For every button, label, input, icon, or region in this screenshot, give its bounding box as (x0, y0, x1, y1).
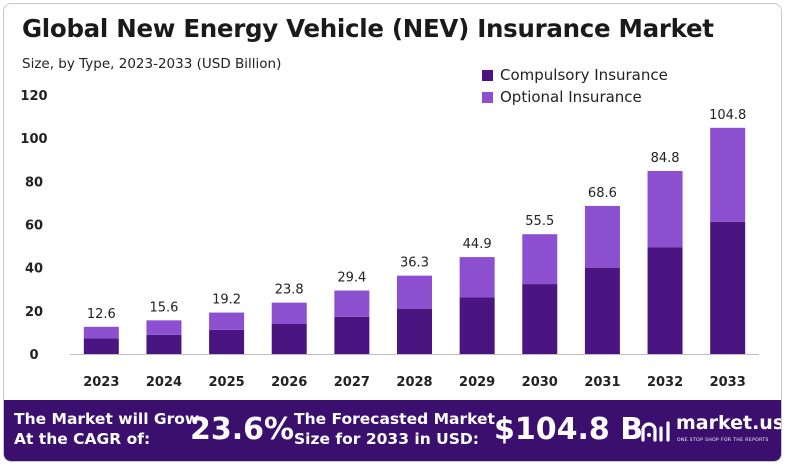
x-tick-label: 2032 (647, 375, 683, 390)
x-tick-label: 2028 (396, 375, 432, 390)
bar-total-label: 29.4 (337, 271, 366, 286)
bar-segment-compulsory (271, 323, 307, 354)
y-tick-label: 60 (25, 219, 43, 234)
legend-item-optional: Optional Insurance (482, 86, 668, 108)
cagr-label: The Market will Grow At the CAGR of: (14, 409, 199, 449)
forecast-label-line2: Size for 2033 in USD: (294, 430, 479, 448)
bar-total-label: 15.6 (149, 300, 178, 315)
legend-swatch-optional (482, 91, 493, 103)
bar-segment-compulsory (146, 334, 182, 354)
bar-segment-optional (710, 127, 746, 222)
bar-total-label: 84.8 (651, 151, 680, 166)
forecast-value: $104.8 B (494, 412, 644, 447)
y-tick-label: 120 (20, 89, 47, 104)
y-tick-label: 40 (25, 262, 43, 277)
bar-segment-optional (522, 234, 558, 285)
market-us-logo-icon (641, 421, 670, 442)
x-tick-label: 2030 (522, 375, 558, 390)
legend-label-compulsory: Compulsory Insurance (500, 66, 668, 84)
bar-segment-compulsory (647, 247, 683, 354)
stacked-bar-chart: 0 20 40 60 80 100 120 12.6 2023 15.6 2024 19.2 2025 2… (20, 89, 759, 390)
x-tick-label: 2031 (584, 375, 620, 390)
footer-banner: The Market will Grow At the CAGR of: 23.… (4, 400, 781, 461)
forecast-label: The Forecasted Market Size for 2033 in U… (294, 409, 495, 449)
bar-total-label: 104.8 (709, 108, 746, 123)
bar-segment-optional (209, 312, 245, 330)
bar-segment-optional (334, 290, 370, 317)
brand-tagline: ONE STOP SHOP FOR THE REPORTS (677, 438, 769, 443)
bar-segment-optional (83, 326, 119, 339)
bar-segment-compulsory (209, 329, 245, 354)
bar-total-label: 55.5 (525, 214, 554, 229)
bar-total-label: 68.6 (588, 186, 617, 201)
bar-total-label: 19.2 (212, 293, 241, 308)
x-tick-label: 2026 (271, 375, 307, 390)
bar-segment-compulsory (334, 316, 370, 354)
bar-segment-compulsory (397, 308, 432, 354)
x-tick-label: 2024 (146, 375, 182, 390)
x-tick-label: 2025 (208, 375, 244, 390)
chart-card: Global New Energy Vehicle (NEV) Insuranc… (3, 3, 782, 462)
chart-title: Global New Energy Vehicle (NEV) Insuranc… (22, 14, 714, 43)
bar-segment-optional (584, 205, 620, 268)
cagr-value: 23.6% (190, 412, 295, 447)
bar-total-label: 23.8 (275, 283, 304, 298)
x-tick-label: 2027 (334, 375, 370, 390)
x-tick-label: 2029 (459, 375, 495, 390)
x-tick-label: 2033 (710, 375, 746, 390)
legend: Compulsory Insurance Optional Insurance (482, 64, 668, 108)
bar-segment-optional (146, 320, 182, 335)
chart-subtitle: Size, by Type, 2023-2033 (USD Billion) (22, 56, 282, 72)
y-tick-label: 0 (29, 348, 38, 363)
x-tick-label: 2023 (83, 375, 119, 390)
legend-label-optional: Optional Insurance (500, 88, 642, 106)
bar-total-label: 12.6 (87, 307, 116, 322)
y-tick-label: 20 (25, 305, 43, 320)
cagr-label-line1: The Market will Grow (14, 410, 200, 428)
y-tick-label: 80 (25, 175, 43, 190)
bar-segment-compulsory (710, 221, 746, 354)
bar-segment-optional (271, 302, 307, 324)
bar-segment-compulsory (459, 297, 495, 354)
cagr-label-line2: At the CAGR of: (14, 430, 151, 448)
legend-swatch-compulsory (482, 69, 493, 81)
bar-segment-compulsory (584, 267, 620, 354)
forecast-label-line1: The Forecasted Market (294, 410, 495, 428)
bar-segment-compulsory (522, 284, 558, 354)
bar-segment-optional (397, 275, 432, 309)
brand-name: market.us (676, 412, 782, 434)
bar-segment-optional (459, 257, 495, 298)
bar-total-label: 44.9 (463, 237, 492, 252)
y-tick-label: 100 (20, 132, 47, 147)
legend-item-compulsory: Compulsory Insurance (482, 64, 668, 86)
bar-segment-compulsory (83, 338, 119, 354)
bar-total-label: 36.3 (400, 256, 429, 271)
bar-segment-optional (647, 170, 683, 248)
